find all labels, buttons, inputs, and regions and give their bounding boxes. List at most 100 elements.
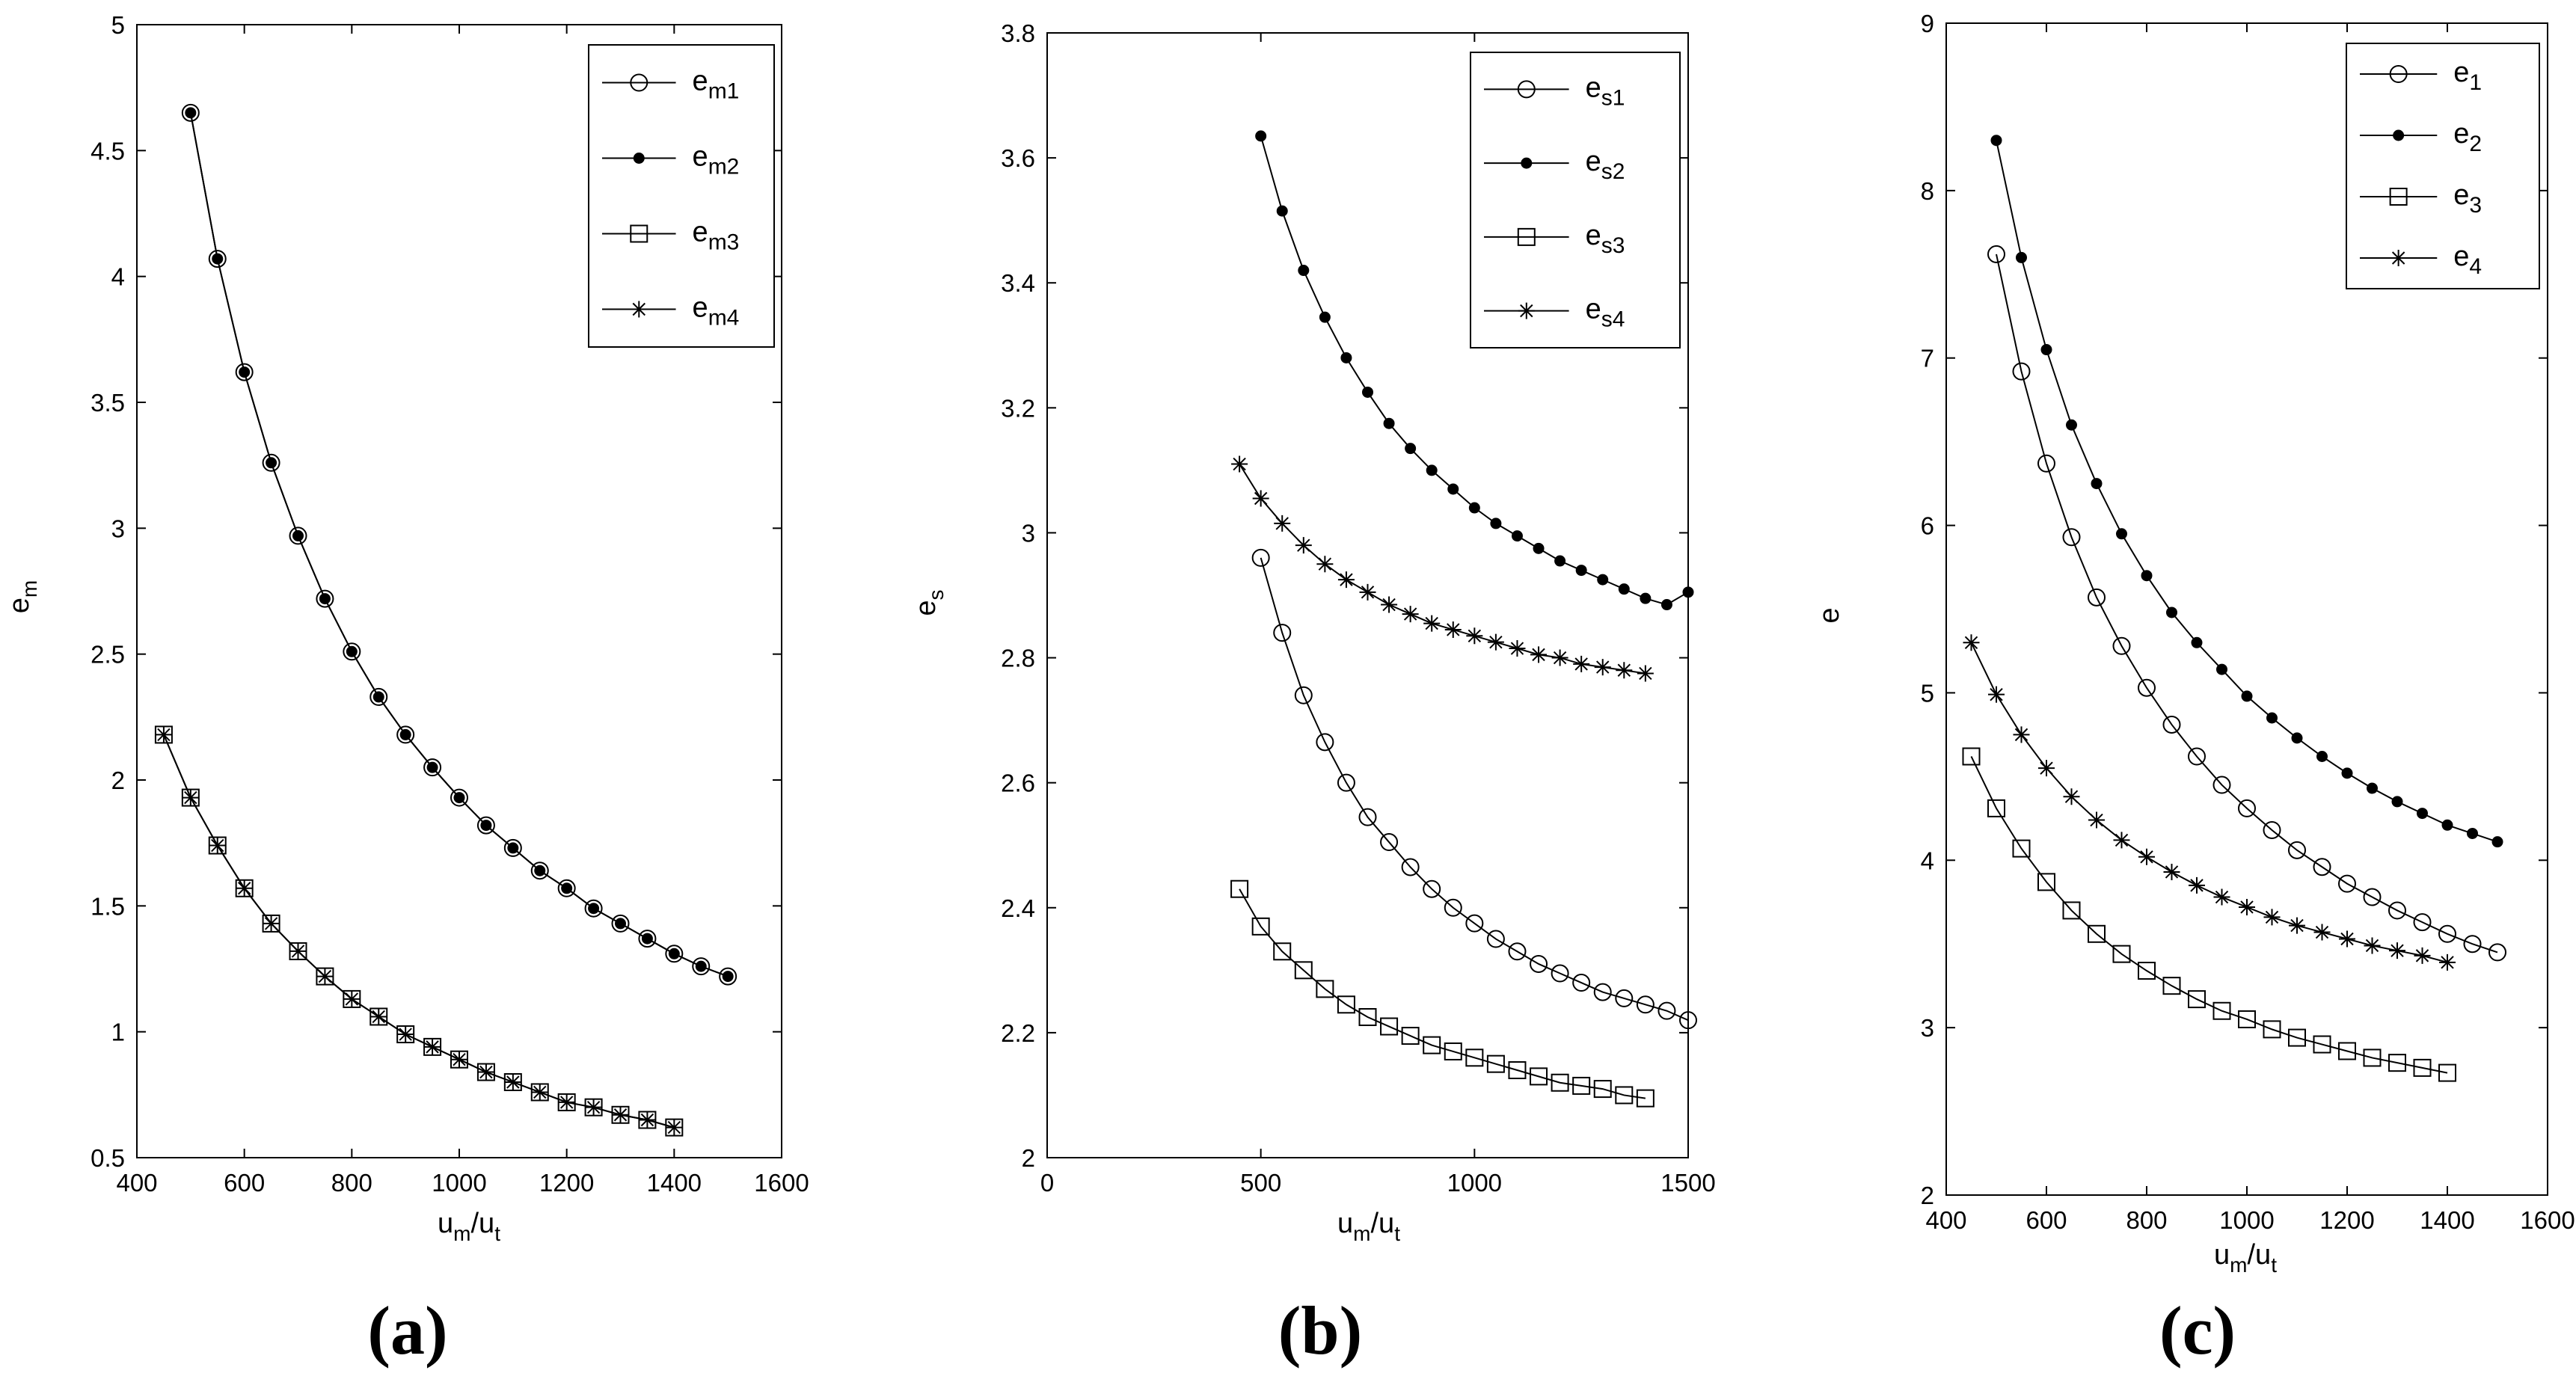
data-point bbox=[2012, 839, 2031, 858]
data-point bbox=[1962, 747, 1981, 766]
data-point bbox=[292, 529, 304, 541]
x-tick-label: 600 bbox=[2025, 1206, 2067, 1234]
series-em4 bbox=[155, 726, 683, 1136]
data-point bbox=[1640, 592, 1652, 604]
data-point bbox=[1340, 351, 1352, 363]
data-point bbox=[476, 816, 495, 835]
series-e1 bbox=[1987, 245, 2506, 962]
data-point bbox=[1316, 556, 1334, 573]
y-tick-label: 5 bbox=[111, 11, 125, 39]
legend-marker bbox=[633, 153, 645, 164]
chart-0: 400 600 800 1000 1200 1400 1600 0.5 1 1.5 2 2.5 3 3.5… bbox=[4, 11, 809, 1369]
data-point bbox=[1383, 417, 1395, 429]
y-axis-label: e bbox=[1814, 607, 1845, 623]
legend-entry: es3 bbox=[1586, 220, 1625, 258]
data-point bbox=[480, 820, 492, 832]
legend-box bbox=[588, 44, 775, 348]
data-point bbox=[2391, 796, 2403, 808]
y-tick-label: 2.2 bbox=[1001, 1019, 1035, 1047]
series-es3 bbox=[1230, 879, 1655, 1108]
legend-entry: e1 bbox=[2453, 57, 2482, 95]
legend-marker bbox=[2393, 129, 2405, 141]
data-point bbox=[2388, 1054, 2406, 1072]
data-point bbox=[1572, 974, 1591, 992]
legend-marker bbox=[630, 73, 648, 92]
x-tick-label: 400 bbox=[1925, 1206, 1966, 1234]
data-point bbox=[369, 687, 388, 706]
data-point bbox=[1316, 733, 1334, 752]
series-es4 bbox=[1231, 455, 1654, 682]
data-point bbox=[182, 789, 199, 806]
data-point bbox=[1660, 599, 1672, 611]
chart-2: 400 600 800 1000 1200 1400 1600 2 3 4 5 6 7 8 9 um/ut e e… bbox=[1814, 10, 2575, 1369]
data-point bbox=[423, 758, 442, 777]
data-point bbox=[185, 107, 197, 119]
data-point bbox=[1337, 571, 1355, 589]
series-em2 bbox=[185, 107, 734, 983]
x-tick-label: 1000 bbox=[2219, 1206, 2274, 1234]
data-point bbox=[1987, 245, 2005, 263]
data-point bbox=[2238, 1010, 2256, 1028]
data-point bbox=[212, 253, 224, 265]
data-point bbox=[2066, 419, 2077, 431]
data-point bbox=[1682, 586, 1694, 598]
data-point bbox=[396, 725, 415, 744]
series-line bbox=[1970, 642, 2448, 963]
x-tick-label: 1000 bbox=[432, 1169, 486, 1197]
data-point bbox=[1508, 942, 1527, 961]
data-point bbox=[666, 1119, 683, 1136]
data-point bbox=[2038, 760, 2055, 777]
data-point bbox=[1490, 518, 1502, 529]
data-point bbox=[1294, 686, 1313, 704]
data-point bbox=[1294, 961, 1313, 980]
data-point bbox=[1616, 662, 1633, 679]
data-point bbox=[2263, 1020, 2281, 1039]
series-line bbox=[1970, 756, 2448, 1074]
data-point bbox=[695, 960, 707, 972]
data-point bbox=[2313, 1035, 2331, 1054]
data-point bbox=[1444, 898, 1462, 917]
y-axis-label: es bbox=[910, 589, 948, 615]
data-point bbox=[2241, 690, 2253, 702]
data-point bbox=[2364, 937, 2381, 954]
data-point bbox=[2116, 528, 2127, 540]
data-point bbox=[668, 948, 680, 959]
legend-marker bbox=[2390, 250, 2407, 266]
data-point bbox=[1362, 386, 1373, 398]
data-point bbox=[1319, 311, 1331, 323]
series-line bbox=[1239, 888, 1646, 1099]
data-point bbox=[1401, 1027, 1420, 1045]
data-point bbox=[2212, 776, 2231, 794]
data-point bbox=[1508, 1061, 1527, 1080]
data-point bbox=[722, 971, 734, 983]
data-point bbox=[1444, 1042, 1462, 1060]
y-tick-label: 2.6 bbox=[1001, 770, 1035, 797]
data-point bbox=[641, 933, 653, 945]
data-point bbox=[2016, 251, 2027, 263]
y-tick-label: 3 bbox=[1921, 1014, 1934, 1042]
y-axis-label: em bbox=[4, 580, 41, 613]
data-point bbox=[1358, 1008, 1377, 1026]
y-tick-label: 1.5 bbox=[91, 892, 125, 920]
data-point bbox=[2013, 726, 2030, 743]
data-point bbox=[2212, 1001, 2231, 1020]
data-point bbox=[1486, 1054, 1505, 1073]
data-point bbox=[2189, 876, 2205, 894]
x-axis-label: um/ut bbox=[1337, 1208, 1400, 1245]
data-point bbox=[1530, 1067, 1548, 1086]
data-point bbox=[2491, 836, 2503, 848]
chart-1: 0 500 1000 1500 2 2.2 2.4 2.6 2.8 3 3.2 3.4 3.6 3.8 um… bbox=[910, 19, 1716, 1369]
x-tick-label: 800 bbox=[331, 1169, 372, 1197]
legend-entry: es2 bbox=[1586, 146, 1625, 184]
data-point bbox=[2441, 819, 2453, 831]
x-tick-label: 1200 bbox=[539, 1169, 594, 1197]
data-point bbox=[2363, 888, 2382, 906]
legend-marker bbox=[1521, 157, 1533, 169]
data-point bbox=[2062, 528, 2081, 547]
data-point bbox=[1593, 1080, 1612, 1099]
data-point bbox=[1551, 964, 1569, 983]
data-point bbox=[316, 589, 334, 608]
data-point bbox=[477, 1063, 494, 1081]
data-point bbox=[558, 1093, 575, 1111]
y-tick-label: 3 bbox=[111, 515, 125, 542]
